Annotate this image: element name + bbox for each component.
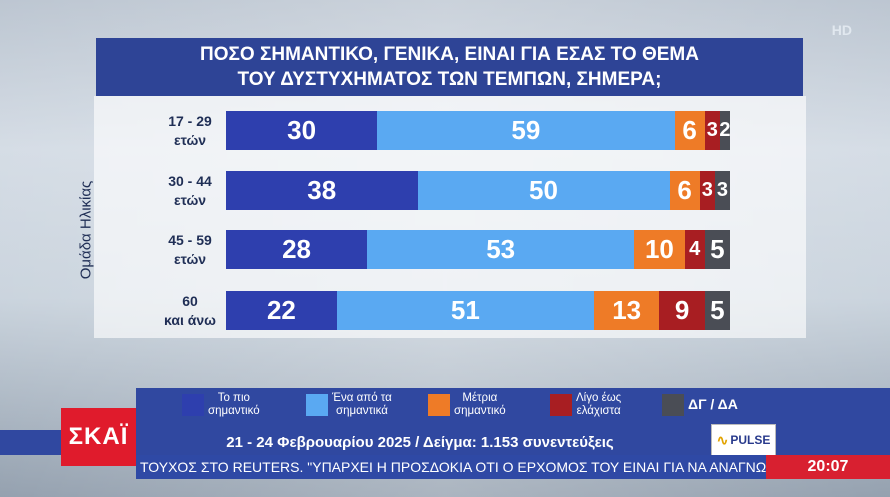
bar-segment: 13 <box>593 291 660 330</box>
bar-segment: 30 <box>226 111 378 150</box>
legend-label-line: Το πιο <box>217 392 250 404</box>
legend: Το πιο σημαντικό Ένα από τα σημαντικά Μέτρια… <box>136 388 890 430</box>
bar-segment: 22 <box>226 291 337 330</box>
data-label: 5 <box>710 295 725 325</box>
legend-label: Λίγο έως ελάχιστα <box>576 392 621 418</box>
data-label: 10 <box>644 234 674 264</box>
legend-label: ΔΓ / ΔΑ <box>688 396 738 412</box>
bar-segment: 28 <box>226 230 368 269</box>
category-label: 17 - 29 ετών <box>140 111 240 150</box>
legend-label-line: Λίγο έως <box>576 392 622 404</box>
category-label-line: ετών <box>173 131 207 148</box>
title-line-1: ΠΟΣΟ ΣΗΜΑΝΤΙΚΟ, ΓΕΝΙΚΑ, ΕΙΝΑΙ ΓΙΑ ΕΣΑΣ Τ… <box>200 44 699 65</box>
legend-swatch <box>550 394 572 416</box>
data-label: 51 <box>450 295 480 325</box>
data-label: 22 <box>266 295 296 325</box>
category-label-line: ετών <box>173 191 207 208</box>
data-label: 6 <box>677 175 692 205</box>
data-label: 50 <box>529 175 558 205</box>
data-label: 59 <box>511 115 541 145</box>
legend-label: Το πιο σημαντικό <box>208 392 260 418</box>
category-label: 30 - 44 ετών <box>140 171 240 210</box>
legend-label-line: Ένα από τα <box>332 392 392 404</box>
legend-label-line: σημαντικά <box>335 405 388 417</box>
y-axis-label-text: Ομάδα Ηλικίας <box>77 180 95 280</box>
bar-segment: 50 <box>417 171 670 210</box>
data-label: 28 <box>282 234 312 264</box>
bar-segment: 6 <box>669 171 700 210</box>
category-label-line: 30 - 44 <box>168 172 212 189</box>
data-label: 9 <box>674 295 690 325</box>
bar-segment: 4 <box>684 230 705 269</box>
survey-info: 21 - 24 Φεβρουαρίου 2025 / Δείγμα: 1.153… <box>226 434 614 451</box>
legend-label-line: σημαντικό <box>454 405 506 417</box>
bar-segment: 38 <box>226 171 418 210</box>
category-label-line: 17 - 29 <box>168 112 212 129</box>
pulse-logo-text: PULSE <box>730 433 771 447</box>
category-label-line: και άνω <box>164 311 216 328</box>
title-line-2: ΤΟΥ ΔΥΣΤΥΧΗΜΑΤΟΣ ΤΩΝ ΤΕΜΠΩΝ, ΣΗΜΕΡΑ; <box>237 69 662 90</box>
bar-segment: 2 <box>719 111 730 150</box>
data-label: 4 <box>689 238 701 260</box>
bar-segment: 5 <box>704 291 730 330</box>
y-axis-label: Ομάδα Ηλικίας <box>46 100 126 360</box>
data-label: 5 <box>710 234 725 264</box>
pulse-logo: ∿ PULSE <box>711 424 776 456</box>
legend-label: Ένα από τα σημαντικά <box>332 392 392 418</box>
legend-swatch <box>182 394 204 416</box>
data-label: 2 <box>719 119 730 141</box>
bar-segment: 3 <box>704 111 720 150</box>
bar-segment: 53 <box>367 230 635 269</box>
data-label: 38 <box>307 175 337 205</box>
bar-segment: 3 <box>714 171 730 210</box>
data-label: 53 <box>486 234 516 264</box>
bar-segment: 51 <box>336 291 594 330</box>
data-label: 6 <box>682 115 697 145</box>
clock: 20:07 <box>766 455 890 479</box>
bar-segment: 9 <box>659 291 705 330</box>
legend-label-line: ΔΓ / ΔΑ <box>688 396 738 412</box>
data-label: 13 <box>612 295 642 325</box>
bar-segment: 10 <box>634 230 685 269</box>
ticker-text: ΤΟΥΧΟΣ ΣΤΟ REUTERS. "ΥΠΑΡΧΕΙ Η ΠΡΟΣΔΟΚΙΑ… <box>140 459 776 475</box>
hd-badge: HD <box>831 22 852 38</box>
legend-label-line: σημαντικό <box>208 405 260 417</box>
legend-swatch <box>662 394 684 416</box>
category-label: 45 - 59 ετών <box>140 230 240 269</box>
data-label: 30 <box>287 115 317 145</box>
bar-segment: 59 <box>377 111 675 150</box>
bar-segment: 5 <box>704 230 730 269</box>
pulse-wave-icon: ∿ <box>716 431 729 448</box>
legend-label-line: Μέτρια <box>462 392 498 404</box>
chart-title: ΠΟΣΟ ΣΗΜΑΝΤΙΚΟ, ΓΕΝΙΚΑ, ΕΙΝΑΙ ΓΙΑ ΕΣΑΣ Τ… <box>96 38 803 96</box>
bar-segment: 3 <box>699 171 715 210</box>
category-label-line: 60 <box>182 292 198 309</box>
data-label: 3 <box>706 119 718 141</box>
legend-label: Μέτρια σημαντικό <box>454 392 506 418</box>
category-label: 60 και άνω <box>140 291 240 330</box>
channel-logo: ΣΚΑΪ <box>61 408 136 466</box>
legend-label-line: ελάχιστα <box>576 405 621 417</box>
category-label-line: ετών <box>173 250 207 267</box>
legend-swatch <box>306 394 328 416</box>
data-label: 3 <box>716 179 728 201</box>
news-ticker: ΤΟΥΧΟΣ ΣΤΟ REUTERS. "ΥΠΑΡΧΕΙ Η ΠΡΟΣΔΟΚΙΑ… <box>136 455 890 479</box>
category-label-line: 45 - 59 <box>168 231 212 248</box>
bar-segment: 6 <box>674 111 705 150</box>
data-label: 3 <box>701 179 713 201</box>
legend-swatch <box>428 394 450 416</box>
